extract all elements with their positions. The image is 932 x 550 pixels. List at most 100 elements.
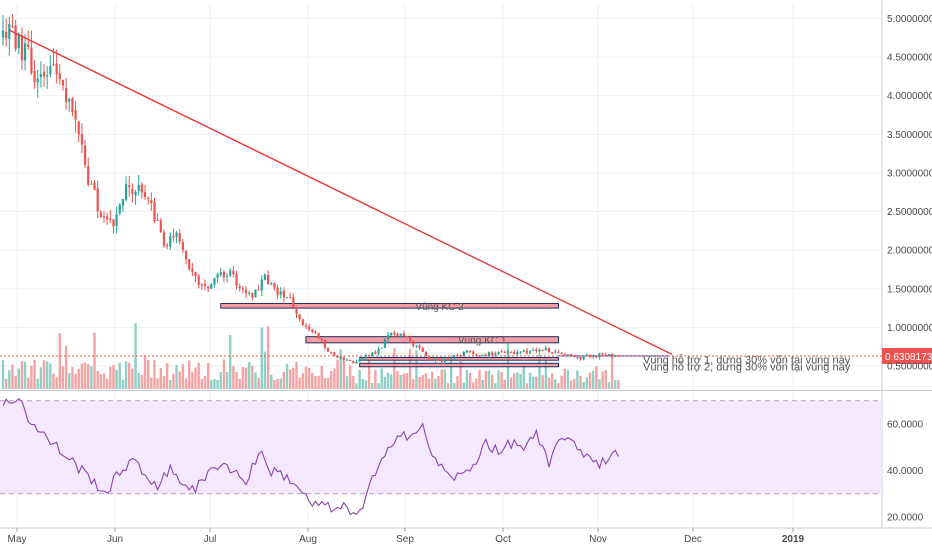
- volume-bar-164: [519, 373, 522, 389]
- candle-body-95: [301, 319, 304, 326]
- volume-bar-53: [169, 380, 172, 389]
- candle-body-188: [595, 356, 598, 358]
- candle-body-162: [513, 351, 516, 355]
- candle-body-146: [462, 351, 465, 357]
- candle-body-156: [494, 353, 497, 356]
- candle-body-32: [102, 216, 106, 218]
- candle-body-94: [298, 314, 301, 320]
- volume-bar-16: [52, 373, 55, 389]
- candle-body-41: [131, 188, 134, 195]
- volume-bar-15: [49, 363, 52, 389]
- candle-body-157: [497, 351, 500, 354]
- volume-bar-73: [232, 365, 235, 389]
- candle-body-54: [172, 236, 175, 238]
- volume-bar-96: [304, 366, 308, 389]
- candle-body-180: [569, 354, 573, 356]
- candle-body-160: [506, 351, 510, 353]
- volume-bar-187: [591, 370, 595, 389]
- volume-bar-21: [68, 373, 71, 389]
- volume-bar-133: [421, 375, 424, 389]
- volume-bar-144: [456, 375, 459, 389]
- volume-bar-43: [137, 372, 140, 389]
- volume-bar-181: [573, 378, 576, 389]
- candle-body-30: [96, 188, 99, 212]
- volume-bar-39: [124, 361, 128, 389]
- volume-bar-130: [412, 379, 415, 389]
- candle-body-104: [330, 351, 333, 353]
- x-tick-5: Oct: [495, 534, 511, 545]
- zone-rect-1: [305, 336, 559, 344]
- candle-body-67: [213, 278, 216, 285]
- volume-bar-123: [389, 374, 393, 389]
- volume-bar-65: [206, 363, 210, 389]
- volume-bar-168: [532, 376, 535, 389]
- volume-bar-5: [17, 368, 20, 389]
- candle-body-43: [137, 184, 140, 192]
- candle-body-88: [279, 291, 282, 295]
- candle-body-148: [468, 350, 472, 353]
- candle-body-124: [393, 332, 396, 335]
- candle-body-52: [166, 245, 169, 247]
- volume-bar-129: [408, 348, 412, 389]
- volume-bar-60: [191, 372, 194, 389]
- candle-body-78: [248, 292, 251, 294]
- candle-body-143: [453, 355, 456, 358]
- volume-bar-166: [525, 383, 529, 389]
- volume-bar-49: [156, 378, 159, 389]
- rsi-tick-2: 20.0000: [887, 513, 924, 524]
- volume-bar-132: [418, 376, 421, 389]
- rsi-band-fill: [0, 400, 882, 494]
- axes: 5.0000000 4.5000000 4.0000000 3.5000000 3.00…: [8, 14, 932, 545]
- volume-bar-70: [222, 359, 226, 389]
- candle-body-165: [522, 350, 525, 352]
- volume-bar-80: [254, 372, 257, 389]
- volume-bar-74: [235, 372, 238, 389]
- volume-bar-57: [181, 364, 185, 389]
- candle-body-189: [598, 353, 601, 358]
- volume-bar-8: [27, 377, 30, 389]
- candle-body-21: [68, 99, 71, 102]
- volume-bar-41: [131, 368, 134, 389]
- volume-bar-75: [238, 378, 241, 389]
- candle-body-127: [402, 333, 405, 337]
- volume-bar-13: [42, 360, 46, 389]
- volume-bars: [1, 323, 620, 389]
- volume-bar-163: [516, 372, 519, 389]
- volume-bar-135: [427, 378, 431, 389]
- volume-bar-19: [61, 366, 65, 389]
- volume-bar-46: [146, 359, 150, 389]
- rsi-polyline: [2, 397, 619, 516]
- candle-body-68: [216, 274, 219, 278]
- candle-body-106: [336, 355, 339, 358]
- candle-body-131: [415, 345, 418, 347]
- candle-body-184: [582, 355, 585, 360]
- candles: [1, 14, 620, 364]
- volume-bar-98: [311, 372, 314, 389]
- volume-bar-76: [241, 367, 245, 389]
- candle-body-182: [576, 356, 579, 358]
- price-tick-9: 0.5000000: [887, 362, 932, 373]
- candle-body-19: [61, 79, 65, 86]
- volume-bar-194: [614, 379, 617, 389]
- candle-body-128: [405, 336, 409, 338]
- volume-bar-131: [415, 350, 418, 389]
- candle-body-174: [551, 352, 554, 354]
- candle-body-185: [585, 354, 588, 356]
- candle-body-147: [465, 350, 469, 353]
- candle-body-46: [147, 198, 150, 200]
- volume-bar-33: [105, 378, 109, 389]
- volume-bar-6: [20, 361, 24, 389]
- volume-bar-176: [557, 383, 560, 389]
- candle-body-3: [11, 26, 14, 28]
- candle-body-112: [355, 361, 358, 364]
- candle-body-6: [20, 34, 24, 61]
- candle-body-58: [184, 250, 188, 260]
- candle-body-129: [409, 337, 412, 341]
- candle-body-150: [475, 354, 478, 356]
- candle-body-90: [285, 297, 289, 299]
- volume-bar-118: [374, 370, 377, 389]
- candle-body-81: [257, 289, 260, 291]
- candle-body-91: [289, 297, 292, 299]
- volume-bar-54: [172, 373, 175, 389]
- volume-bar-150: [475, 378, 478, 389]
